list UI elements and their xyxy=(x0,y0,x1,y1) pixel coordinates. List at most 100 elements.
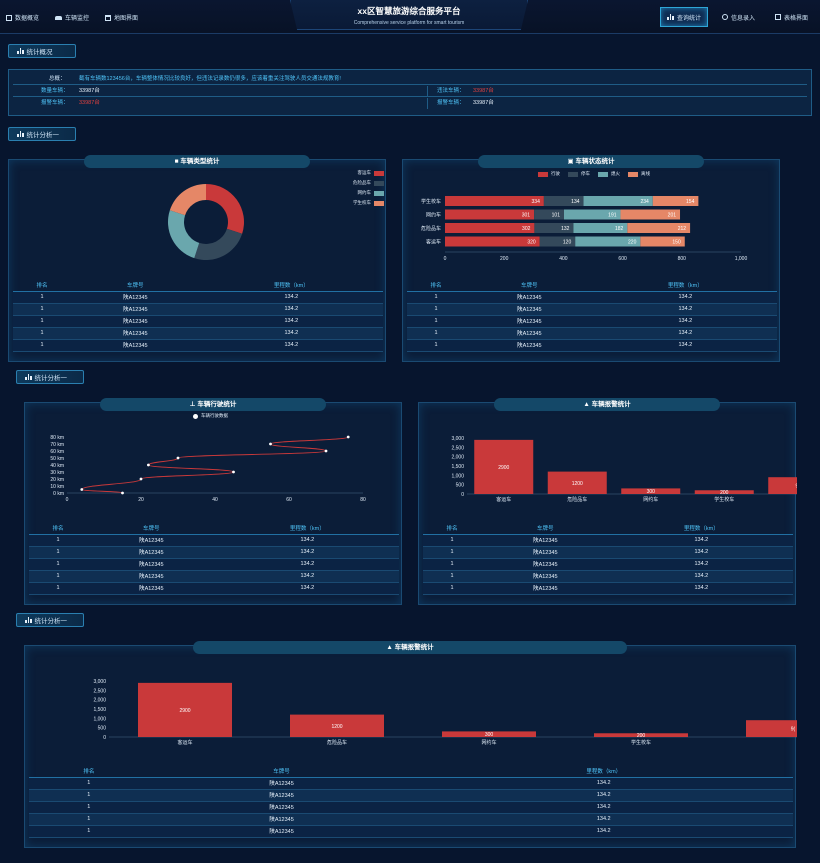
tick-label: 70 km xyxy=(50,442,64,448)
data-label: 200 xyxy=(637,733,646,739)
category-label: 学生校车 xyxy=(421,198,441,205)
table-row[interactable]: 1 陕A12345 134.2 xyxy=(29,777,793,790)
nav-data-overview[interactable]: 数据概览 xyxy=(6,13,39,22)
summary-other-label: 报警车辆： xyxy=(437,100,465,106)
table-row[interactable]: 1 陕A12345 134.2 xyxy=(423,546,793,559)
tick-label: 50 km xyxy=(50,456,64,462)
home-icon xyxy=(105,14,112,21)
table-row[interactable]: 1 陕A12345 134.2 xyxy=(407,327,777,340)
table-row[interactable]: 1 陕A12345 134.2 xyxy=(29,534,399,547)
table-row[interactable]: 1 陕A12345 134.2 xyxy=(423,570,793,583)
table-row[interactable]: 1 陕A12345 134.2 xyxy=(13,327,383,340)
table-row[interactable]: 1 陕A12345 134.2 xyxy=(407,291,777,304)
data-label: 150 xyxy=(672,240,681,246)
data-point xyxy=(346,435,350,439)
nav-query-stats[interactable]: 查询统计 xyxy=(660,7,708,27)
table-cell: 134.2 xyxy=(199,327,383,340)
data-point xyxy=(121,491,124,495)
section-tab-analysis-1[interactable]: 统计分析一 xyxy=(8,127,76,141)
table-row[interactable]: 1 陕A12345 134.2 xyxy=(29,546,399,559)
table-header-cell: 车牌号 xyxy=(148,765,415,778)
table-row[interactable]: 1 陕A12345 134.2 xyxy=(29,789,793,802)
tick-label: 600 xyxy=(618,256,627,262)
table-cell: 134.2 xyxy=(414,825,793,838)
ranking-table: 排名 车牌号 里程数（km） 1 陕A12345 134.2 1 陕A12345 134.2 1 陕… xyxy=(423,522,793,595)
table-cell: 陕A12345 xyxy=(464,303,594,316)
table-row[interactable]: 1 陕A12345 134.2 xyxy=(423,534,793,547)
panel-title-text: 车辆报警统计 xyxy=(394,644,434,651)
data-label: 154 xyxy=(686,199,695,205)
table-row[interactable]: 1 陕A12345 134.2 xyxy=(407,303,777,316)
table-cell: 陕A12345 xyxy=(480,534,610,547)
table-header-row: 排名 车牌号 里程数（km） xyxy=(407,279,777,292)
table-cell: 1 xyxy=(423,570,481,583)
data-point xyxy=(232,470,235,474)
ranking-table: 排名 车牌号 里程数（km） 1 陕A12345 134.2 1 陕A12345 134.2 1 陕… xyxy=(29,522,399,595)
bar xyxy=(746,720,797,737)
table-row[interactable]: 1 陕A12345 134.2 xyxy=(407,339,777,352)
legend-item: 网约车 xyxy=(345,190,384,196)
table-row[interactable]: 1 陕A12345 134.2 xyxy=(13,303,383,316)
table-row[interactable]: 1 陕A12345 134.2 xyxy=(29,582,399,595)
section-tab-overview[interactable]: 统计概况 xyxy=(8,44,76,58)
section-tab-analysis-3[interactable]: 统计分析一 xyxy=(16,613,84,627)
panel-title-text: 车辆报警统计 xyxy=(591,401,631,408)
table-row[interactable]: 1 陕A12345 134.2 xyxy=(13,315,383,328)
car-icon xyxy=(55,15,63,20)
status-legend: 行驶 停车 熄火 离线 xyxy=(538,171,650,177)
tick-label: 0 xyxy=(103,735,106,741)
tick-label: 2,500 xyxy=(93,688,106,694)
summary-total-label: 总概： xyxy=(49,76,66,82)
section-tab-analysis-2[interactable]: 统计分析一 xyxy=(16,370,84,384)
legend-label: 网约车 xyxy=(357,190,372,195)
category-label: 客运车 xyxy=(426,239,441,246)
nav-left: 数据概览 车辆监控 地图界面 xyxy=(6,13,138,22)
bar-segment xyxy=(575,236,641,247)
legend-swatch xyxy=(374,190,384,196)
data-label: 212 xyxy=(678,226,687,232)
nav-info-entry[interactable]: 信息录入 xyxy=(716,7,761,27)
table-row[interactable]: 1 陕A12345 134.2 xyxy=(13,291,383,304)
tick-label: 20 xyxy=(138,497,144,503)
table-row[interactable]: 1 陕A12345 134.2 xyxy=(29,558,399,571)
table-cell: 134.2 xyxy=(609,534,793,547)
nav-label: 表格界面 xyxy=(783,15,808,22)
table-cell: 1 xyxy=(13,339,71,352)
table-cell: 1 xyxy=(29,777,149,790)
nav-table[interactable]: 表格界面 xyxy=(769,7,814,27)
tick-label: 3,000 xyxy=(93,679,106,685)
table-cell: 陕A12345 xyxy=(148,801,415,814)
nav-vehicle-monitor[interactable]: 车辆监控 xyxy=(55,13,89,22)
table-cell: 陕A12345 xyxy=(86,558,216,571)
bar-segment xyxy=(583,196,653,206)
table-row[interactable]: 1 陕A12345 134.2 xyxy=(29,801,793,814)
table-header-cell: 排名 xyxy=(13,279,71,292)
table-cell: 陕A12345 xyxy=(70,339,200,352)
nav-map[interactable]: 地图界面 xyxy=(105,13,138,22)
table-row[interactable]: 1 陕A12345 134.2 xyxy=(13,339,383,352)
table-cell: 1 xyxy=(423,582,481,595)
table-row[interactable]: 1 陕A12345 134.2 xyxy=(423,582,793,595)
table-cell: 陕A12345 xyxy=(148,813,415,826)
table-row[interactable]: 1 陕A12345 134.2 xyxy=(29,570,399,583)
pie-slice xyxy=(206,184,244,234)
table-cell: 1 xyxy=(13,291,71,304)
data-point xyxy=(324,449,328,453)
table-cell: 1 xyxy=(407,327,465,340)
table-cell: 陕A12345 xyxy=(86,570,216,583)
table-row[interactable]: 1 陕A12345 134.2 xyxy=(423,558,793,571)
category-label: 学生校车 xyxy=(631,739,651,746)
table-row[interactable]: 1 陕A12345 134.2 xyxy=(407,315,777,328)
series-line xyxy=(81,436,349,494)
bar-segment xyxy=(563,209,621,220)
table-header-row: 排名 车牌号 里程数（km） xyxy=(29,765,793,778)
table-row[interactable]: 1 陕A12345 134.2 xyxy=(29,813,793,826)
table-cell: 134.2 xyxy=(414,777,793,790)
table-row[interactable]: 1 陕A12345 134.2 xyxy=(29,825,793,838)
bar-segment xyxy=(640,236,685,247)
car-icon: ■ xyxy=(174,158,181,165)
page-subtitle: Comprehensive service platform for smart… xyxy=(353,20,465,26)
table-cell: 134.2 xyxy=(199,291,383,304)
summary-row-2: 报警车辆： 33987台 报警车辆： 33987台 xyxy=(13,98,807,109)
